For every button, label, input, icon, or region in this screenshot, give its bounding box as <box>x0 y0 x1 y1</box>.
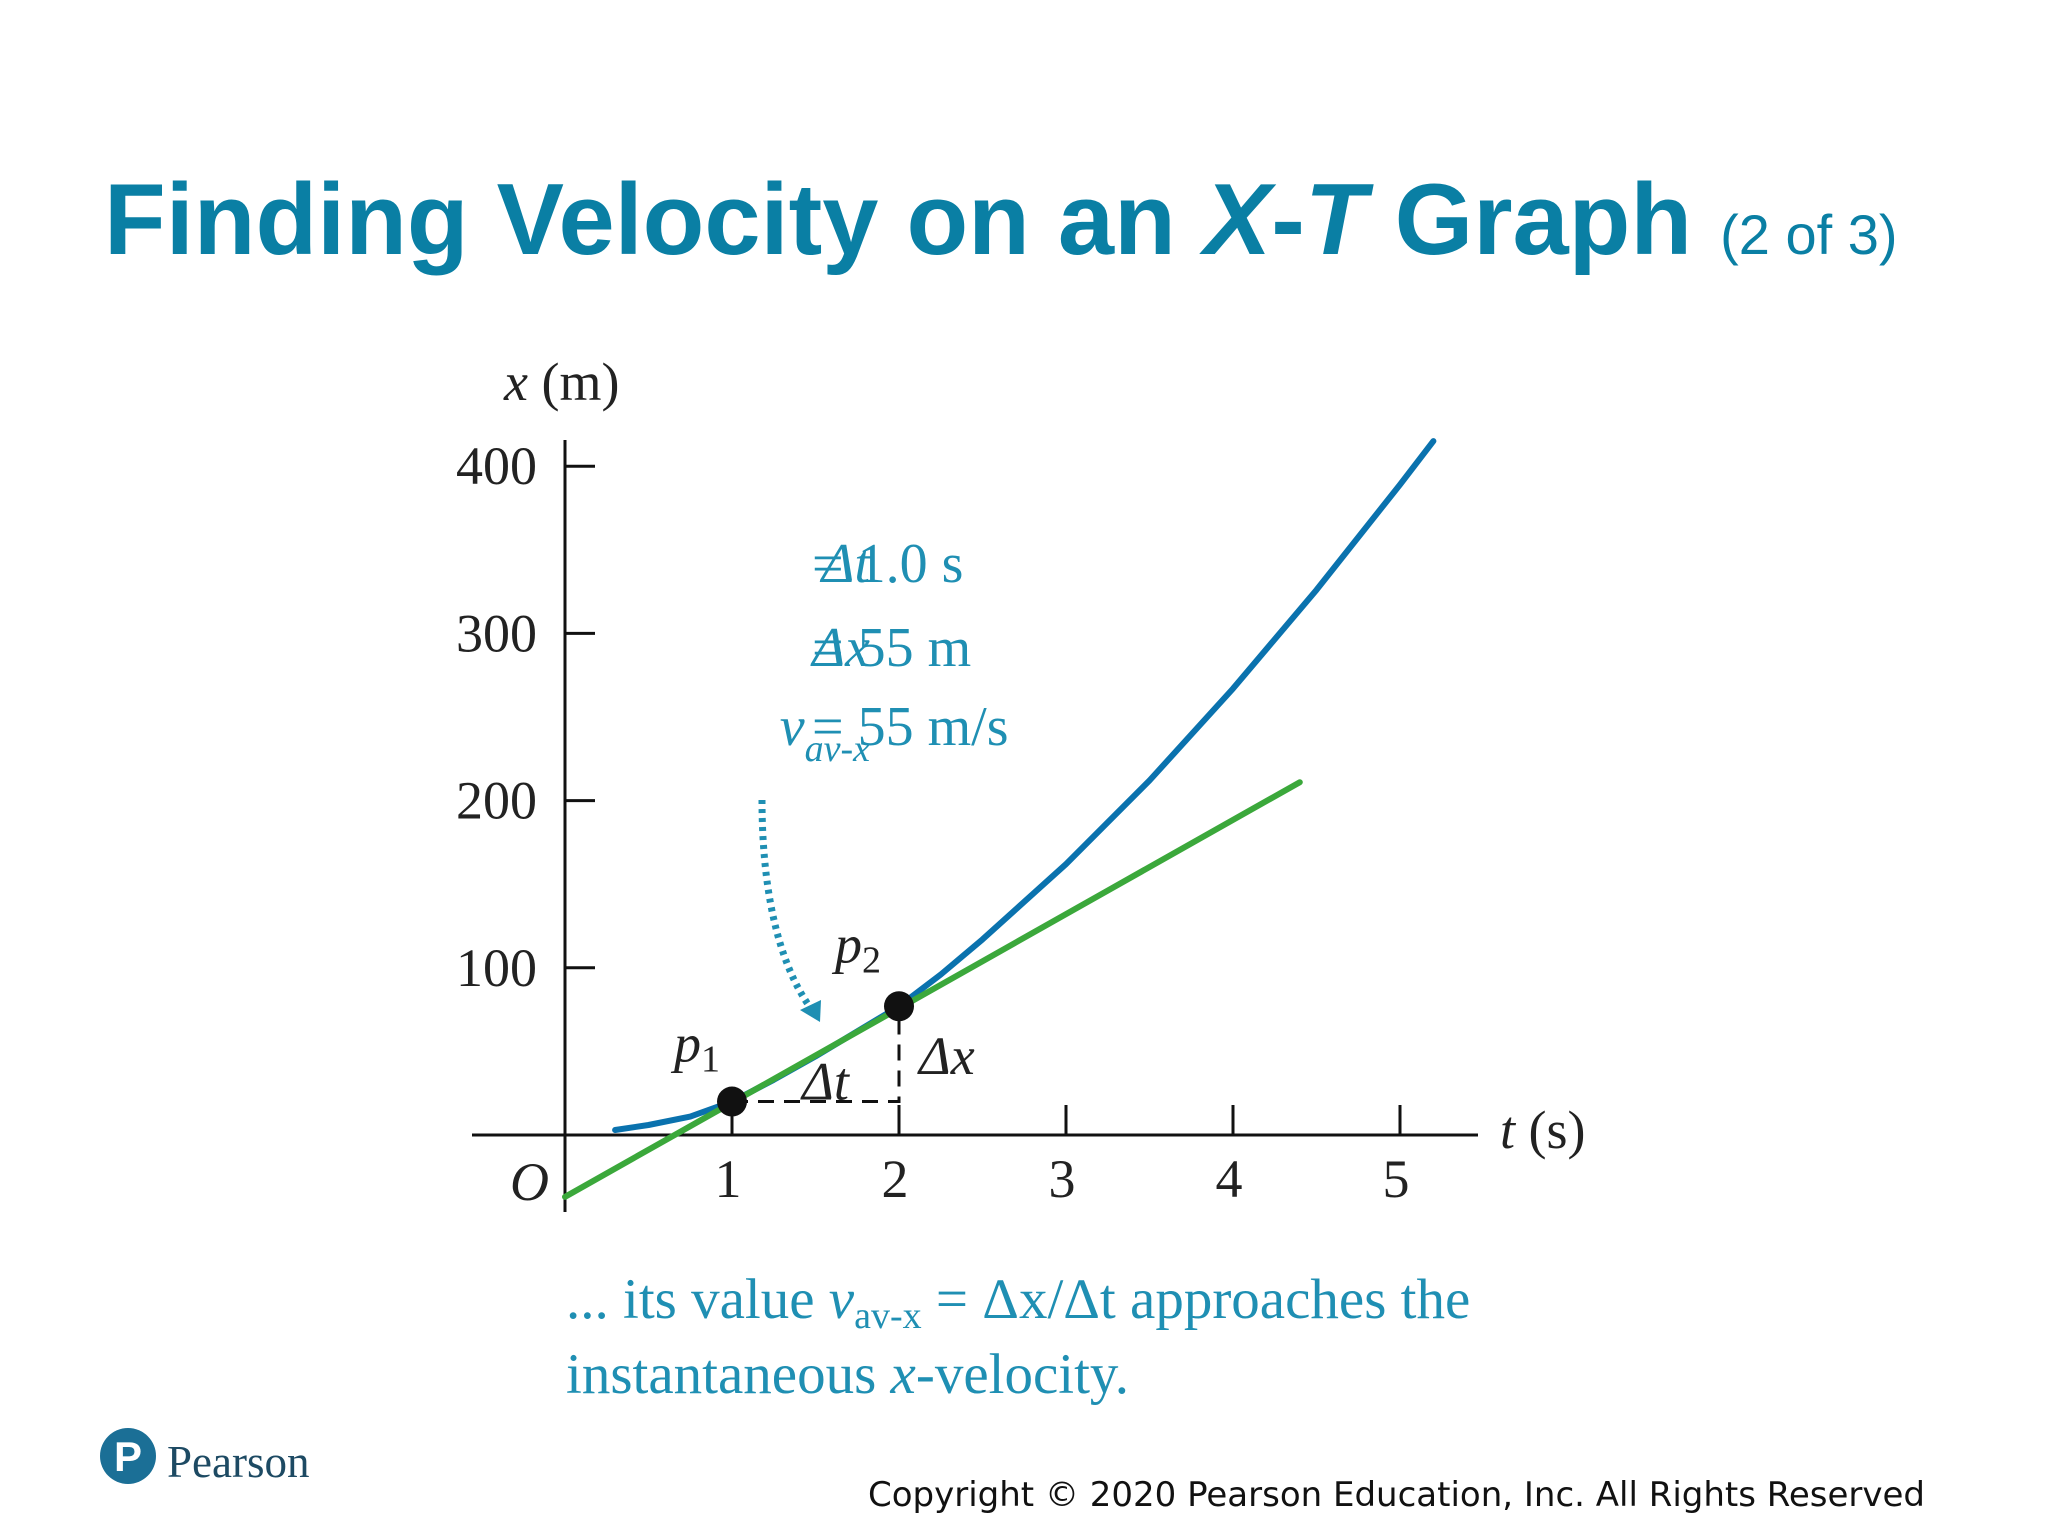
logo-letter: P <box>114 1433 142 1480</box>
x-tick-label: 4 <box>1216 1149 1243 1209</box>
slide-title: Finding Velocity on an X-T Graph (2 of 3… <box>104 164 1898 276</box>
delta-dashed-guides <box>732 1006 901 1104</box>
copyright-notice: Copyright © 2020 Pearson Education, Inc.… <box>868 1475 1926 1515</box>
point-marker <box>884 991 914 1022</box>
y-tick-label: 300 <box>456 603 537 663</box>
annotation-rhs: = 1.0 s <box>812 533 963 595</box>
slide-counter: (2 of 3) <box>1720 203 1898 266</box>
position-curve <box>612 438 1437 1133</box>
annotation-lhs: vav-x <box>780 696 870 770</box>
pearson-wordmark: Pearson <box>167 1437 310 1487</box>
arrow-head-icon <box>800 1000 821 1022</box>
x-tick-label: 5 <box>1383 1149 1410 1209</box>
point-label: p1 <box>670 1014 720 1081</box>
y-tick-label: 400 <box>456 436 537 496</box>
point-label: p2 <box>831 914 881 981</box>
dotted-arrow <box>758 799 815 1013</box>
caption-line-1: ... its value vav-x = Δx/Δt approaches t… <box>566 1268 1471 1337</box>
tangent-line <box>562 779 1303 1200</box>
figure-caption: ... its value vav-x = Δx/Δt approaches t… <box>566 1262 1470 1412</box>
annotation-lhs: Δx <box>810 617 870 679</box>
point-marker <box>717 1086 747 1117</box>
annotation-lhs: Δt <box>820 533 872 595</box>
x-tick-label: 2 <box>882 1149 909 1209</box>
origin-label: O <box>510 1152 549 1212</box>
delta-t-label: Δt <box>800 1052 851 1112</box>
y-tick-label: 100 <box>456 938 537 998</box>
x-tick-label: 1 <box>715 1149 742 1209</box>
x-axis-label: t (s) <box>1500 1100 1586 1160</box>
x-tick-label: 3 <box>1049 1149 1076 1209</box>
pearson-logo-icon: P <box>100 1428 156 1484</box>
annotation-rhs: = 55 m/s <box>812 696 1009 758</box>
caption-line-2: instantaneous x-velocity. <box>566 1343 1129 1406</box>
y-tick-label: 200 <box>456 771 537 831</box>
y-axis-label: x (m) <box>503 352 619 412</box>
delta-x-label: Δx <box>917 1026 975 1086</box>
annotation-rhs: = 55 m <box>812 617 971 679</box>
